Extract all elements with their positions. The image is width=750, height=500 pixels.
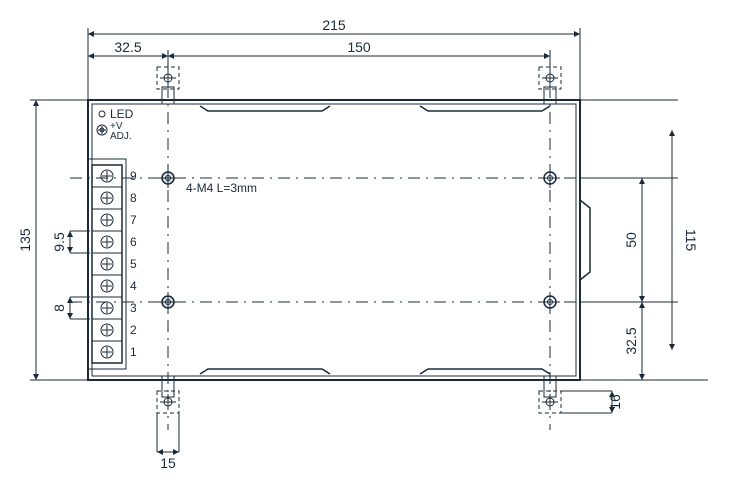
terminal-number: 3 xyxy=(130,301,137,315)
side-flange xyxy=(580,200,590,280)
mechanical-drawing: 4-M4 L=3mmLED+VADJ.9876543219.5821532.51… xyxy=(0,0,750,500)
vent-slot xyxy=(200,369,330,374)
terminal-number: 7 xyxy=(130,213,137,227)
svg-text:50: 50 xyxy=(623,232,639,248)
svg-text:115: 115 xyxy=(683,229,699,252)
svg-text:32.5: 32.5 xyxy=(623,327,639,354)
svg-text:8: 8 xyxy=(51,304,67,312)
led-indicator-icon xyxy=(99,111,105,117)
v-adj-label-2: ADJ. xyxy=(110,131,132,142)
svg-text:135: 135 xyxy=(17,228,33,252)
terminal-number: 1 xyxy=(130,345,137,359)
vent-slot xyxy=(420,369,550,374)
terminal-number: 9 xyxy=(130,169,137,183)
terminal-number: 5 xyxy=(130,257,137,271)
svg-text:150: 150 xyxy=(347,39,371,55)
led-label: LED xyxy=(110,107,134,121)
svg-text:16: 16 xyxy=(607,394,623,410)
terminal-number: 2 xyxy=(130,323,137,337)
vent-slot xyxy=(420,106,550,111)
terminal-number: 8 xyxy=(130,191,137,205)
hole-callout: 4-M4 L=3mm xyxy=(186,181,257,195)
svg-text:32.5: 32.5 xyxy=(114,39,141,55)
terminal-number: 4 xyxy=(130,279,137,293)
svg-text:9.5: 9.5 xyxy=(51,232,67,252)
terminal-number: 6 xyxy=(130,235,137,249)
enclosure-outline xyxy=(88,100,580,380)
vent-slot xyxy=(200,106,330,111)
svg-text:15: 15 xyxy=(160,455,176,471)
svg-text:215: 215 xyxy=(322,17,346,33)
